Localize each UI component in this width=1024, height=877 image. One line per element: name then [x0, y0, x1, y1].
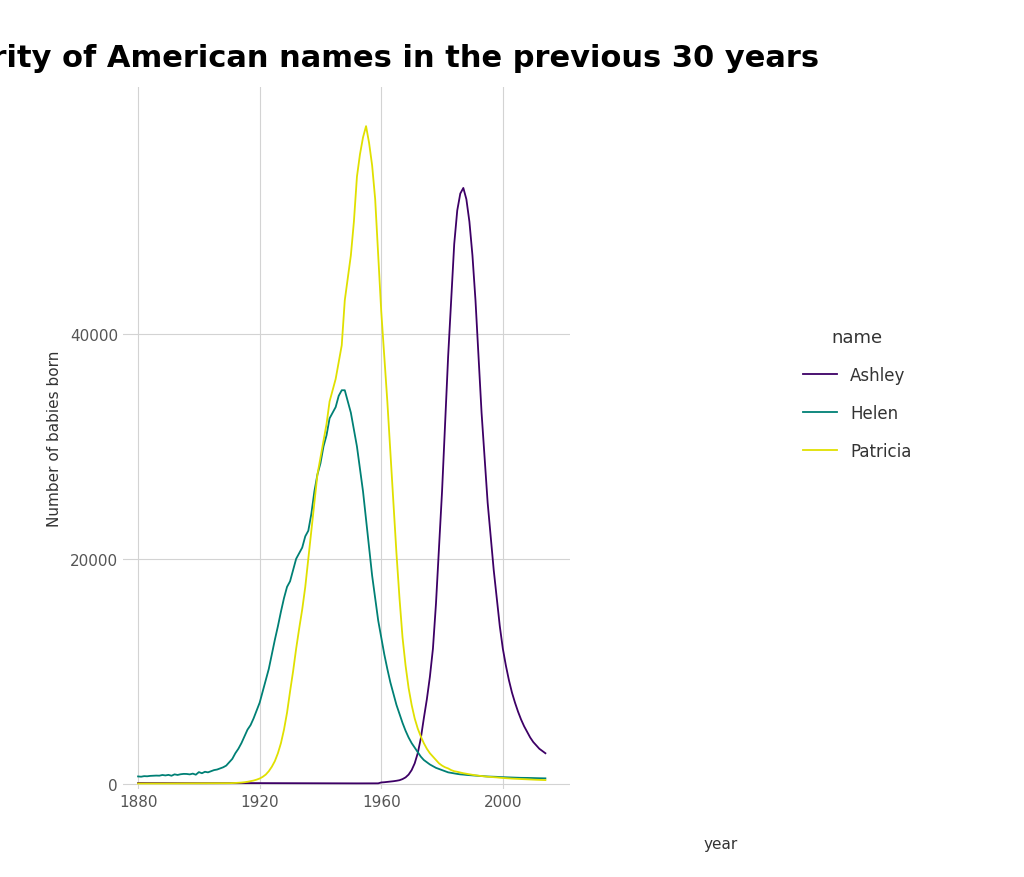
Ashley — [427, 644, 439, 654]
Text: year: year — [703, 836, 737, 851]
Helen — [351, 442, 364, 453]
Patricia — [518, 774, 530, 785]
Patricia — [229, 778, 242, 788]
Patricia — [369, 195, 381, 205]
Ashley — [457, 183, 469, 194]
Patricia — [135, 779, 147, 789]
Helen — [336, 386, 348, 396]
Helen — [132, 771, 144, 781]
Ashley — [351, 778, 364, 788]
Ashley — [366, 778, 378, 788]
Ashley — [490, 593, 503, 603]
Legend: Ashley, Helen, Patricia: Ashley, Helen, Patricia — [786, 312, 928, 477]
Helen — [226, 753, 239, 764]
Ashley — [132, 778, 144, 788]
Title: Popularity of American names in the previous 30 years: Popularity of American names in the prev… — [0, 44, 819, 73]
Helen — [487, 772, 500, 782]
Ashley — [518, 721, 530, 731]
Helen — [366, 571, 378, 581]
Patricia — [351, 172, 364, 182]
Patricia — [132, 778, 144, 788]
Patricia — [490, 773, 503, 783]
Line: Patricia: Patricia — [138, 127, 546, 784]
Ashley — [333, 778, 345, 788]
Y-axis label: Number of babies born: Number of babies born — [46, 351, 61, 526]
Helen — [540, 774, 552, 784]
Line: Helen: Helen — [138, 391, 546, 779]
Helen — [515, 773, 527, 783]
Ashley — [540, 748, 552, 759]
Helen — [427, 761, 439, 772]
Patricia — [540, 775, 552, 786]
Patricia — [359, 122, 372, 132]
Line: Ashley: Ashley — [138, 189, 546, 783]
Ashley — [226, 778, 239, 788]
Patricia — [430, 755, 442, 766]
